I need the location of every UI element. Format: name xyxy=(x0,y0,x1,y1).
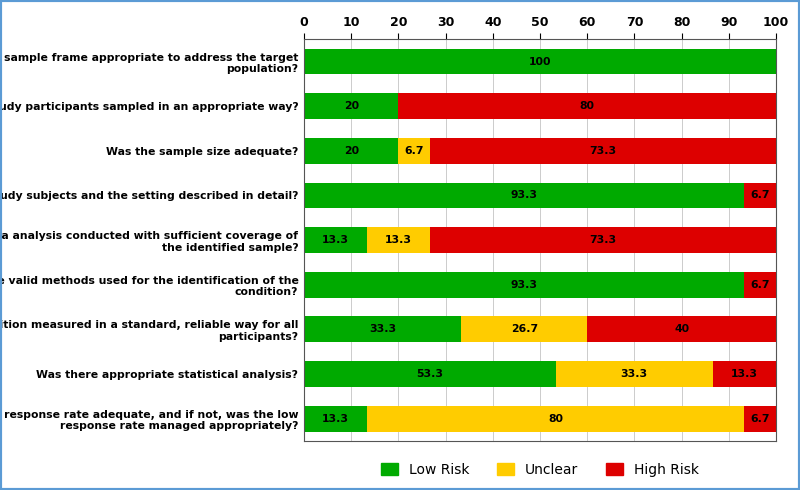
Text: 73.3: 73.3 xyxy=(589,235,616,245)
Bar xyxy=(304,49,776,74)
Text: 13.3: 13.3 xyxy=(322,235,349,245)
Bar xyxy=(430,138,776,164)
Text: 6.7: 6.7 xyxy=(750,280,770,290)
Text: 13.3: 13.3 xyxy=(730,369,758,379)
Bar xyxy=(304,406,366,432)
Text: 20: 20 xyxy=(344,101,358,111)
Text: 73.3: 73.3 xyxy=(590,146,617,156)
Text: 33.3: 33.3 xyxy=(369,324,396,334)
Bar xyxy=(461,317,587,343)
Text: 6.7: 6.7 xyxy=(750,414,770,424)
Text: 6.7: 6.7 xyxy=(750,191,770,200)
Bar xyxy=(744,272,776,298)
Bar xyxy=(304,317,461,343)
Text: 40: 40 xyxy=(674,324,689,334)
Text: 6.7: 6.7 xyxy=(405,146,424,156)
Bar xyxy=(398,93,776,119)
Text: 13.3: 13.3 xyxy=(322,414,349,424)
Bar xyxy=(304,93,398,119)
Text: 20: 20 xyxy=(344,146,358,156)
Text: 80: 80 xyxy=(580,101,594,111)
Bar xyxy=(587,317,776,343)
Text: 80: 80 xyxy=(548,414,563,424)
Text: 93.3: 93.3 xyxy=(510,280,538,290)
Bar xyxy=(713,361,775,387)
Bar xyxy=(744,182,776,208)
Text: 93.3: 93.3 xyxy=(510,191,538,200)
Bar xyxy=(304,361,555,387)
Bar xyxy=(398,138,430,164)
Text: 53.3: 53.3 xyxy=(416,369,443,379)
Text: 100: 100 xyxy=(529,56,551,67)
Text: 13.3: 13.3 xyxy=(385,235,412,245)
Bar xyxy=(555,361,713,387)
Bar xyxy=(430,227,775,253)
Legend: Low Risk, Unclear, High Risk: Low Risk, Unclear, High Risk xyxy=(376,457,704,482)
Text: 33.3: 33.3 xyxy=(621,369,648,379)
Bar xyxy=(304,272,744,298)
Bar xyxy=(304,227,366,253)
Bar xyxy=(304,182,744,208)
Bar xyxy=(366,227,430,253)
Bar xyxy=(304,138,398,164)
Bar xyxy=(744,406,776,432)
Text: 26.7: 26.7 xyxy=(510,324,538,334)
Bar xyxy=(366,406,744,432)
